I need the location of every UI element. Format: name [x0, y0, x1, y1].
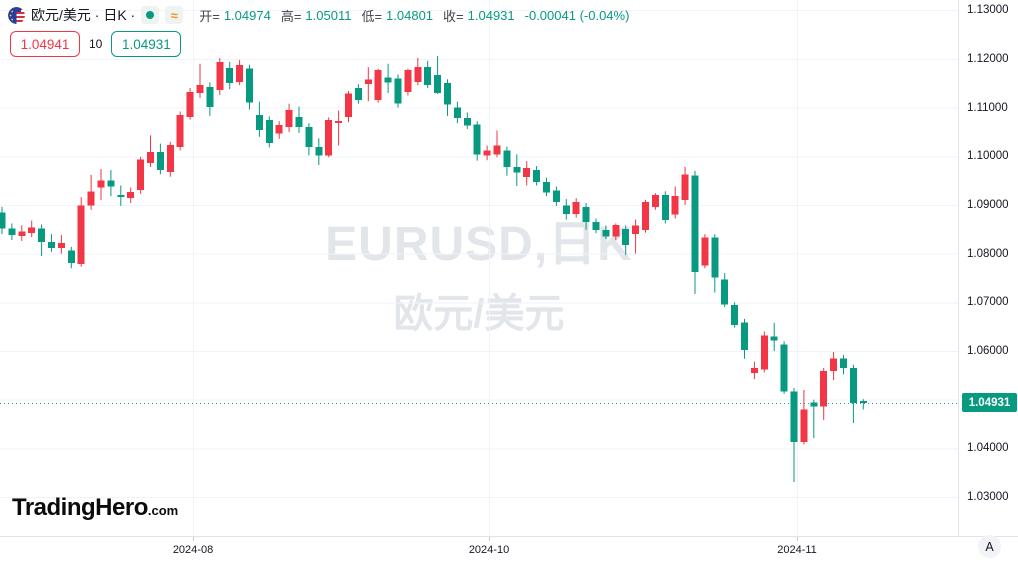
price-tick-label: 1.04000: [967, 442, 1009, 455]
low-value: 1.04801: [386, 7, 434, 23]
chart-canvas[interactable]: EURUSD,日K 欧元/美元: [0, 0, 958, 536]
high-label: 高=: [280, 8, 302, 24]
candlestick-plot: [0, 0, 958, 536]
price-tick-label: 1.09000: [967, 198, 1009, 211]
bid-price-button[interactable]: 1.04931: [111, 31, 182, 57]
price-tick-label: 1.08000: [967, 247, 1009, 260]
price-tick-label: 1.12000: [967, 52, 1009, 65]
high-value: 1.05011: [305, 7, 352, 23]
time-tick-mark: [193, 537, 194, 541]
time-tick-label: 2024-10: [468, 544, 510, 556]
price-tick-label: 1.10000: [967, 150, 1009, 163]
symbol-header: 欧元/美元 · 日K · ≈ 开= 1.04974 高= 1.05011 低= 1.0…: [8, 5, 629, 25]
time-axis[interactable]: 2024-08 2024-10 2024-11: [0, 536, 1018, 564]
close-value: 1.04931: [467, 7, 515, 23]
price-axis[interactable]: 1.04931 1.13000 1.12000 1.11000 1.10000 1.09…: [958, 0, 1018, 536]
price-tick-label: 1.13000: [967, 4, 1009, 17]
time-tick-mark: [489, 537, 490, 541]
price-tick-label: 1.07000: [967, 296, 1009, 309]
quote-bar: 1.04941 10 1.04931: [10, 31, 182, 57]
time-tick-label: 2024-08: [172, 544, 214, 556]
price-tick-label: 1.11000: [967, 101, 1008, 114]
open-value: 1.04974: [223, 7, 271, 23]
ask-price-button[interactable]: 1.04941: [10, 31, 80, 57]
approx-icon[interactable]: ≈: [165, 6, 184, 24]
ohlc-readout: 开= 1.04974 高= 1.05011 低= 1.04801 收= 1.04931 …: [199, 6, 629, 25]
green-dot-icon: [146, 11, 155, 19]
spread-value: 10: [89, 37, 103, 51]
change-value: -0.00041 (-0.04%): [524, 7, 630, 23]
last-price-badge: 1.04931: [962, 393, 1017, 413]
eurusd-pair-icon: [8, 6, 25, 24]
price-tick-label: 1.03000: [967, 491, 1009, 504]
symbol-title: 欧元/美元 · 日K ·: [31, 7, 136, 23]
time-tick-label: 2024-11: [777, 544, 817, 556]
time-tick-mark: [797, 537, 798, 541]
font-size-button[interactable]: A: [978, 535, 1001, 558]
close-label: 收=: [443, 8, 464, 24]
indicator-status-chip[interactable]: [141, 6, 160, 24]
open-label: 开=: [199, 8, 220, 24]
low-label: 低=: [361, 8, 383, 24]
price-tick-label: 1.06000: [967, 345, 1009, 357]
